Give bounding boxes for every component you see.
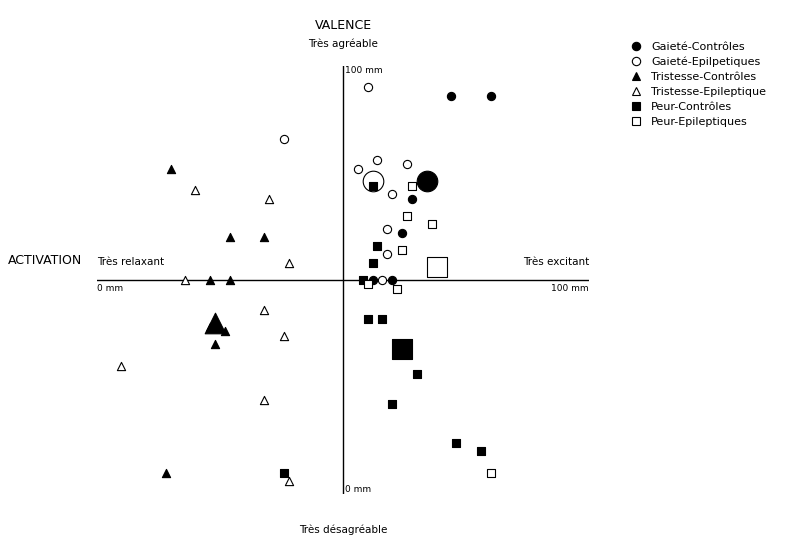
Point [400,211,413,220]
Point [282,477,295,486]
Point [351,164,364,173]
Point [395,344,408,353]
Point [159,468,172,477]
Text: 0 mm: 0 mm [345,485,371,494]
Point [381,224,394,233]
Point [371,242,384,250]
Point [356,276,369,284]
Point [361,280,374,289]
Point [115,361,128,370]
Point [376,314,389,323]
Text: Très relaxant: Très relaxant [97,257,164,267]
Point [386,190,399,199]
Point [208,340,221,349]
Point [263,194,276,203]
Text: Très désagréable: Très désagréable [299,524,387,535]
Point [203,323,216,332]
Text: 0 mm: 0 mm [97,284,123,293]
Text: ACTIVATION: ACTIVATION [8,254,82,267]
Point [386,400,399,408]
Point [371,156,384,165]
Point [475,447,487,456]
Point [405,181,418,190]
Text: VALENCE: VALENCE [315,19,371,32]
Point [445,92,458,100]
Point [411,370,424,379]
Point [208,318,221,327]
Point [282,259,295,267]
Point [391,284,404,293]
Point [395,245,408,254]
Point [361,83,374,92]
Point [420,177,433,186]
Point [179,276,192,284]
Point [224,233,236,242]
Point [430,263,443,272]
Point [203,276,216,284]
Point [257,395,270,404]
Text: 100 mm: 100 mm [345,66,383,75]
Point [484,468,497,477]
Point [219,327,232,336]
Point [405,194,418,203]
Point [366,259,379,267]
Point [278,331,291,340]
Point [361,314,374,323]
Point [400,160,413,169]
Point [449,438,462,447]
Legend: Gaieté-Contrôles, Gaieté-Epilpetiques, Tristesse-Contrôles, Tristesse-Epileptiqu: Gaieté-Contrôles, Gaieté-Epilpetiques, T… [620,37,771,132]
Text: Très agréable: Très agréable [308,38,378,49]
Point [189,186,202,194]
Point [366,177,379,186]
Point [366,276,379,284]
Point [425,220,438,229]
Point [257,306,270,315]
Point [386,276,399,284]
Point [278,135,291,143]
Point [257,233,270,242]
Point [395,228,408,237]
Point [484,92,497,100]
Text: 100 mm: 100 mm [551,284,589,293]
Point [224,276,236,284]
Text: Très excitant: Très excitant [523,257,589,267]
Point [381,250,394,259]
Point [278,468,291,477]
Point [366,181,379,190]
Point [376,276,389,284]
Point [165,164,178,173]
